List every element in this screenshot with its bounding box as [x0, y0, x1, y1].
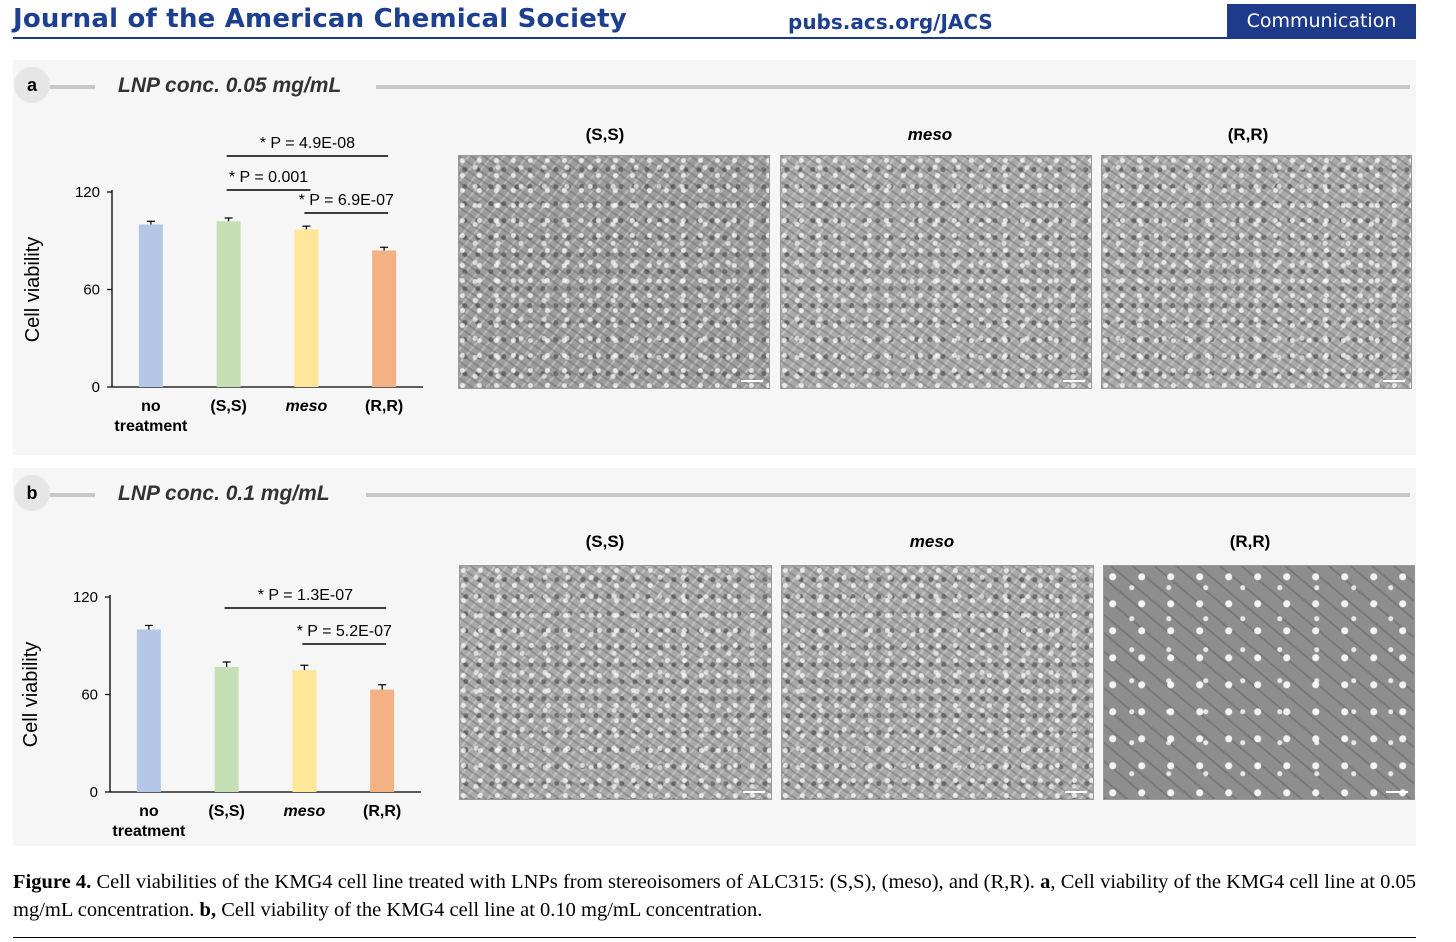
- scale-bar: [741, 380, 763, 382]
- panel-a-rule-left: [50, 85, 95, 89]
- x-tick-label: no: [139, 803, 159, 820]
- panel-b-rule-right: [366, 493, 1410, 497]
- panel-b-image-title-ss: (S,S): [585, 532, 625, 551]
- panel-a-image-title-ss: (S,S): [585, 125, 625, 144]
- y-tick-label: 60: [81, 687, 98, 704]
- y-axis-label: Cell viability: [20, 642, 42, 748]
- journal-title: Journal of the American Chemical Society: [13, 4, 627, 34]
- header-rule: [13, 37, 1416, 39]
- scale-bar: [1063, 380, 1085, 382]
- bar-3: [370, 689, 395, 792]
- y-axis-label: Cell viability: [22, 237, 44, 343]
- panel-a-rule-right: [376, 85, 1410, 89]
- micrograph-a-meso: [780, 155, 1092, 389]
- panel-a-conc-title: LNP conc. 0.05 mg/mL: [118, 74, 342, 97]
- bar-0: [136, 629, 161, 792]
- x-tick-label: treatment: [112, 823, 186, 840]
- x-tick-label: (S,S): [208, 803, 244, 820]
- chart-b: 0 60 120 Cell viability no treatment (S,S) meso…: [15, 520, 435, 850]
- scale-bar: [1065, 791, 1087, 793]
- chart-a-svg: 0 60 120 Cell viability no treatment (S,S) meso…: [22, 135, 423, 435]
- scale-bar: [743, 791, 765, 793]
- scale-bar: [1386, 791, 1408, 793]
- significance-label: * P = 5.2E-07: [297, 623, 392, 640]
- section-badge: Communication: [1227, 4, 1416, 38]
- bar-3: [372, 250, 397, 387]
- scale-bar: [1383, 380, 1405, 382]
- micrograph-a-rr: [1101, 155, 1412, 389]
- panel-b-image-title-meso: meso: [909, 532, 955, 551]
- journal-url[interactable]: pubs.acs.org/JACS: [788, 10, 993, 34]
- x-tick-label: (S,S): [210, 398, 246, 415]
- bar-2: [292, 670, 317, 792]
- panel-b-label: b: [14, 475, 50, 511]
- significance-label: * P = 6.9E-07: [299, 192, 394, 209]
- bottom-rule: [13, 937, 1416, 938]
- y-tick-label: 120: [75, 184, 100, 201]
- x-tick-label: meso: [283, 803, 325, 820]
- caption-a-label: a: [1040, 871, 1051, 893]
- figure-caption: Figure 4. Cell viabilities of the KMG4 c…: [13, 868, 1416, 924]
- micrograph-b-meso: [781, 565, 1094, 800]
- y-tick-label: 0: [92, 379, 100, 396]
- y-tick-label: 120: [73, 589, 98, 606]
- caption-b-label: b,: [199, 899, 217, 921]
- panel-a-image-title-meso: meso: [907, 125, 953, 144]
- micrograph-b-rr: [1103, 565, 1415, 800]
- bar-2: [294, 229, 319, 387]
- figure-label: Figure 4.: [13, 871, 92, 893]
- x-tick-label: treatment: [114, 418, 188, 435]
- caption-text-2: , Cell viability of the KMG4 cell line a…: [13, 871, 1417, 921]
- micrograph-a-ss: [458, 155, 770, 389]
- y-tick-label: 0: [90, 784, 98, 801]
- bar-1: [216, 221, 241, 387]
- x-tick-label: (R,R): [363, 803, 401, 820]
- bar-1: [214, 666, 239, 792]
- x-tick-label: meso: [285, 398, 327, 415]
- panel-b-image-title-rr: (R,R): [1229, 532, 1271, 551]
- micrograph-b-ss: [459, 565, 772, 800]
- chart-b-svg: 0 60 120 Cell viability no treatment (S,S) meso…: [20, 587, 421, 840]
- significance-label: * P = 0.001: [229, 169, 308, 186]
- x-tick-label: no: [141, 398, 161, 415]
- panel-b-rule-left: [50, 493, 95, 497]
- panel-a-label: a: [14, 67, 50, 103]
- y-tick-label: 60: [83, 282, 100, 299]
- panel-a-image-title-rr: (R,R): [1227, 125, 1269, 144]
- significance-label: * P = 1.3E-07: [258, 587, 353, 604]
- x-tick-label: (R,R): [365, 398, 403, 415]
- chart-a: 0 60 120 Cell viability no treatment (S,S) meso…: [15, 115, 435, 450]
- bar-0: [138, 224, 163, 387]
- panel-b-conc-title: LNP conc. 0.1 mg/mL: [118, 482, 330, 505]
- caption-text-3: Cell viability of the KMG4 cell line at …: [216, 899, 763, 921]
- significance-label: * P = 4.9E-08: [260, 135, 355, 152]
- caption-text-1: Cell viabilities of the KMG4 cell line t…: [91, 871, 1041, 893]
